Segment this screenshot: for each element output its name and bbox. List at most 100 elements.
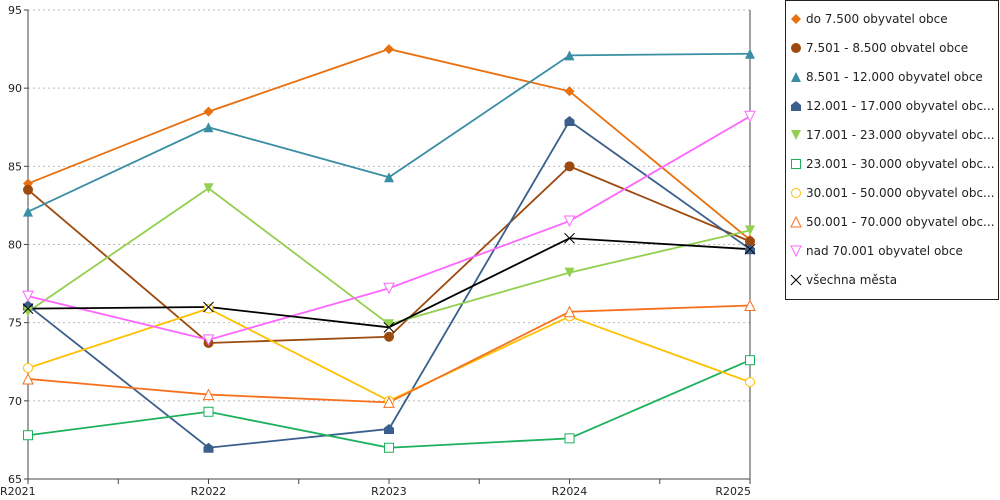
marker-diamond [384, 44, 394, 55]
legend-item: 30.001 - 50.000 obyvatel obc... [791, 186, 995, 200]
marker-inv-triangle [384, 319, 394, 330]
legend-item: všechna města [790, 273, 897, 287]
legend-label: nad 70.001 obyvatel obce [806, 244, 963, 258]
marker-pentagon [384, 423, 394, 434]
marker-triangle-open [790, 215, 802, 228]
marker-square [564, 433, 575, 444]
x-tick-label: R2021 [0, 485, 36, 498]
series-4 [27, 187, 751, 326]
marker-circle [23, 184, 33, 195]
marker-inv-triangle-open [383, 282, 395, 295]
y-tick-label: 70 [8, 395, 22, 408]
marker-circle [745, 236, 755, 247]
marker-square [203, 406, 214, 417]
legend-item: 12.001 - 17.000 obyvatel obc... [791, 99, 995, 113]
marker-triangle [791, 72, 801, 82]
marker-triangle [564, 50, 575, 61]
y-tick-label: 95 [8, 4, 22, 17]
series-0 [27, 48, 751, 241]
series-markers-0 [23, 44, 755, 245]
marker-diamond [791, 14, 801, 24]
marker-triangle-open [563, 305, 576, 318]
marker-triangle [384, 172, 394, 183]
marker-pentagon [203, 442, 214, 453]
marker-x [744, 243, 756, 255]
series-markers-4 [23, 183, 755, 330]
marker-x [383, 322, 395, 333]
series-line [27, 48, 751, 241]
series-markers-9 [22, 232, 756, 333]
legend-label: do 7.500 obyvatel obce [806, 12, 948, 26]
legend: do 7.500 obyvatel obce 7.501 - 8.500 obva… [785, 0, 999, 300]
legend-label: 7.501 - 8.500 obvatel obce [806, 41, 968, 55]
x-tick-label: R2023 [371, 485, 407, 498]
marker-inv-triangle-open [202, 334, 215, 346]
marker-circle-open [23, 363, 33, 374]
marker-diamond [564, 86, 575, 97]
marker-inv-triangle [23, 306, 33, 317]
marker-circle-open [791, 188, 801, 198]
marker-circle [791, 43, 801, 53]
series-line [27, 52, 751, 213]
marker-inv-triangle-open [744, 110, 756, 123]
series-markers-7 [22, 299, 756, 408]
legend-item: nad 70.001 obyvatel obce [790, 244, 963, 258]
legend-item: 17.001 - 23.000 obyvatel obc... [791, 128, 995, 142]
marker-circle [384, 331, 394, 342]
x-tick-label: R2024 [552, 485, 588, 498]
marker-square [791, 159, 801, 169]
marker-circle-open [745, 377, 755, 388]
legend-label: 8.501 - 12.000 obyvatel obce [806, 70, 983, 84]
series-markers-1 [23, 161, 755, 348]
marker-x [22, 303, 34, 314]
marker-triangle-open [22, 372, 34, 385]
marker-triangle [745, 48, 755, 59]
legend-label: všechna města [806, 273, 897, 287]
marker-triangle [203, 122, 214, 133]
marker-inv-triangle-open [790, 245, 802, 258]
marker-inv-triangle-open [22, 290, 34, 303]
series-group [22, 44, 756, 453]
legend-item: do 7.500 obyvatel obce [791, 12, 948, 26]
y-tick-label: 65 [8, 473, 22, 486]
marker-triangle [23, 206, 33, 217]
marker-triangle-open [383, 396, 395, 408]
marker-square [23, 430, 33, 441]
marker-x [790, 274, 802, 286]
series-line [27, 165, 751, 344]
series-1 [27, 165, 751, 344]
marker-diamond [203, 106, 214, 117]
y-tick-label: 80 [8, 239, 22, 252]
marker-pentagon [791, 101, 801, 111]
marker-x [564, 232, 575, 244]
legend-label: 30.001 - 50.000 obyvatel obc... [806, 186, 995, 200]
legend-label: 50.001 - 70.000 obyvatel obc... [806, 215, 995, 229]
x-tick-label: R2025 [715, 485, 751, 498]
marker-inv-triangle [791, 130, 801, 140]
marker-square [384, 442, 394, 453]
series-markers-2 [23, 48, 755, 217]
marker-circle-open [203, 303, 214, 314]
marker-inv-triangle-open [563, 215, 576, 228]
marker-square [745, 355, 755, 366]
legend-item: 8.501 - 12.000 obyvatel obce [791, 70, 983, 84]
legend-box [785, 0, 999, 300]
legend-label: 23.001 - 30.000 obyvatel obc... [806, 157, 995, 171]
marker-pentagon [564, 115, 575, 126]
marker-triangle-open [744, 299, 756, 311]
series-line [27, 187, 751, 326]
legend-item: 50.001 - 70.000 obyvatel obc... [790, 215, 995, 229]
series-markers-5 [23, 355, 755, 453]
marker-x [203, 301, 214, 313]
y-tick-label: 90 [8, 82, 22, 95]
legend-item: 7.501 - 8.500 obvatel obce [791, 41, 968, 55]
marker-inv-triangle [564, 267, 575, 278]
x-tick-label: R2022 [191, 485, 227, 498]
series-2 [27, 52, 751, 213]
marker-circle [564, 161, 575, 172]
series-markers-8 [22, 110, 756, 346]
marker-triangle-open [202, 388, 215, 401]
marker-inv-triangle [203, 183, 214, 194]
y-tick-label: 75 [8, 317, 22, 330]
